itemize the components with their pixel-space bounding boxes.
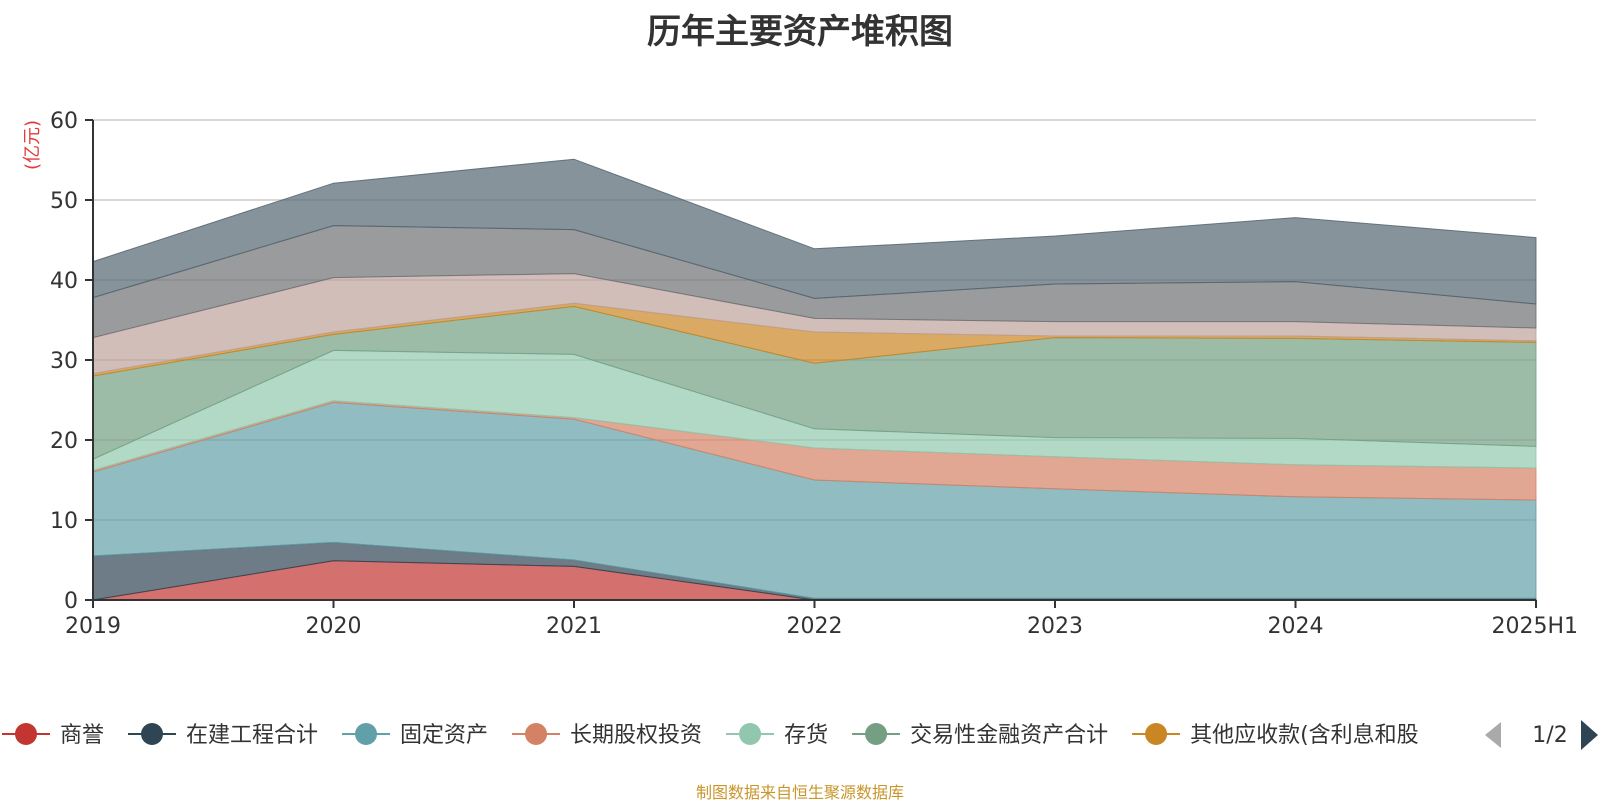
y-tick-label: 20 <box>50 429 78 454</box>
x-tick-label: 2019 <box>65 614 121 639</box>
source-note: 制图数据来自恒生聚源数据库 <box>695 783 904 802</box>
y-tick-label: 60 <box>50 109 78 134</box>
x-tick-label: 2022 <box>787 614 843 639</box>
legend-marker <box>525 723 548 745</box>
legend-label: 长期股权投资 <box>570 723 702 748</box>
y-tick-label: 30 <box>50 349 78 374</box>
legend-label: 其他应收款(含利息和股 <box>1190 723 1419 748</box>
area-series-9 <box>92 158 1537 305</box>
axes: 0 10 20 30 40 50 60 2019 2020 2021 2022 2023 2024 202… <box>22 109 1578 639</box>
legend-marker <box>355 723 378 745</box>
legend-marker <box>1145 723 1168 745</box>
legend-page-indicator: 1/2 <box>1532 723 1567 748</box>
legend-prev-icon[interactable] <box>1485 722 1501 748</box>
legend-marker <box>141 723 164 745</box>
y-tick-label: 50 <box>50 189 78 214</box>
y-tick-label: 10 <box>50 509 78 534</box>
legend-item[interactable]: 长期股权投资 <box>512 723 702 748</box>
x-tick-label: 2023 <box>1027 614 1083 639</box>
x-tick-label: 2024 <box>1268 614 1324 639</box>
x-tick-label: 2020 <box>306 614 362 639</box>
chart-title: 历年主要资产堆积图 <box>647 12 953 52</box>
legend-marker <box>739 723 762 745</box>
legend-marker <box>865 723 888 745</box>
x-tick-label: 2021 <box>546 614 602 639</box>
legend-label: 固定资产 <box>400 723 488 748</box>
x-tick-label: 2025H1 <box>1491 614 1578 639</box>
legend-label: 商誉 <box>60 723 104 748</box>
legend-item[interactable]: 交易性金融资产合计 <box>852 723 1108 748</box>
legend-marker <box>15 723 37 745</box>
legend-item[interactable]: 存货 <box>726 723 828 748</box>
y-tick-label: 0 <box>64 589 78 614</box>
legend-label: 在建工程合计 <box>186 723 318 748</box>
legend-label: 交易性金融资产合计 <box>910 723 1108 748</box>
legend[interactable]: 商誉 在建工程合计 固定资产 长期股权投资 存货 交易性金融资产合计 其他应收款(含利息和股… <box>2 720 1598 750</box>
legend-item[interactable]: 固定资产 <box>342 723 488 748</box>
y-axis-unit-label: (亿元) <box>22 120 43 170</box>
legend-item[interactable]: 商誉 <box>2 723 104 748</box>
legend-label: 存货 <box>784 723 828 748</box>
y-tick-label: 40 <box>50 269 78 294</box>
legend-item[interactable]: 其他应收款(含利息和股 <box>1132 723 1419 748</box>
area-series-layer <box>92 158 1537 601</box>
legend-next-icon[interactable] <box>1581 720 1598 750</box>
legend-item[interactable]: 在建工程合计 <box>128 723 318 748</box>
